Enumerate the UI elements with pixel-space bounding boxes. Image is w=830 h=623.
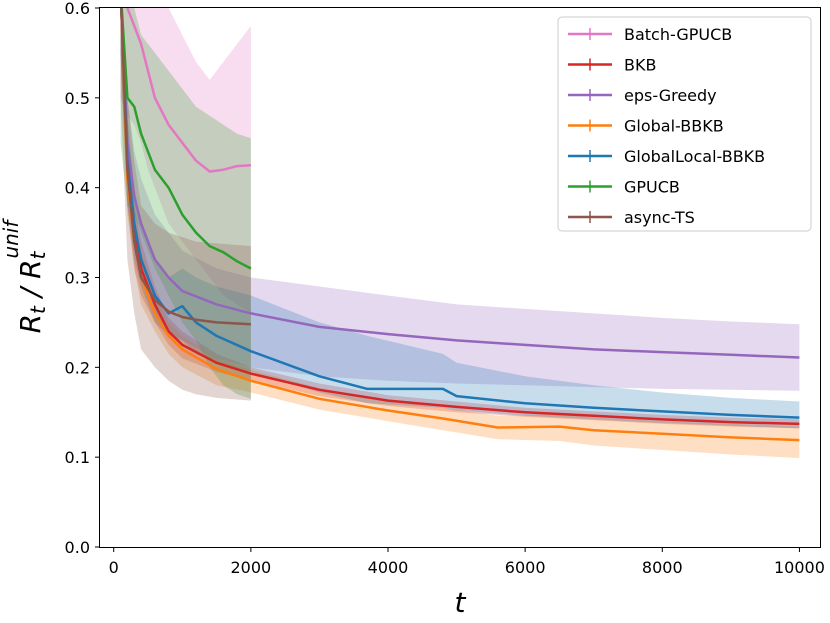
line-batch-gpucb	[126, 8, 251, 173]
x-tick-label: 6000	[505, 558, 546, 577]
y-axis-label: Rt / Rtunif	[0, 218, 50, 334]
y-tick-label: 0.0	[65, 538, 90, 557]
legend-box	[557, 16, 812, 232]
x-tick-label: 8000	[642, 558, 683, 577]
legend-label-gpucb: GPUCB	[624, 178, 680, 197]
y-tick-label: 0.2	[65, 358, 90, 377]
line-eps-greedy	[120, 8, 800, 359]
y-tick-label: 0.6	[65, 0, 90, 18]
legend: Batch-GPUCB BKB eps-Greedy Global-BBKB Globa…	[557, 16, 812, 232]
x-axis-label: t	[455, 586, 467, 619]
y-axis: 0.0 0.1 0.2 0.3 0.4 0.5 0.6	[65, 0, 100, 557]
line-gpucb	[120, 8, 252, 270]
legend-label-bkb: BKB	[624, 56, 656, 75]
line-async-ts	[120, 8, 251, 326]
legend-label-batch-gpucb: Batch-GPUCB	[624, 25, 732, 44]
x-tick-label: 10000	[774, 558, 825, 577]
legend-label-eps-greedy: eps-Greedy	[624, 86, 717, 105]
legend-label-globallocal-bbkb: GlobalLocal-BBKB	[624, 147, 765, 166]
y-tick-label: 0.4	[65, 179, 90, 198]
x-axis: 0 2000 4000 6000 8000 10000	[109, 547, 825, 577]
series-lines	[119, 8, 800, 442]
band-batch-gpucb	[120, 8, 251, 314]
y-tick-label: 0.3	[65, 269, 90, 288]
band-gpucb	[120, 8, 251, 399]
band-eps-greedy	[120, 8, 800, 391]
band-globallocal-bbkb	[120, 8, 800, 429]
y-tick-label: 0.5	[65, 89, 90, 108]
line-bkb	[120, 8, 800, 426]
legend-label-global-bbkb: Global-BBKB	[624, 117, 724, 136]
x-tick-label: 0	[109, 558, 119, 577]
line-globallocal-bbkb	[120, 8, 800, 419]
x-tick-label: 4000	[368, 558, 409, 577]
x-tick-label: 2000	[230, 558, 271, 577]
legend-label-async-ts: async-TS	[624, 208, 695, 227]
y-tick-label: 0.1	[65, 448, 90, 467]
